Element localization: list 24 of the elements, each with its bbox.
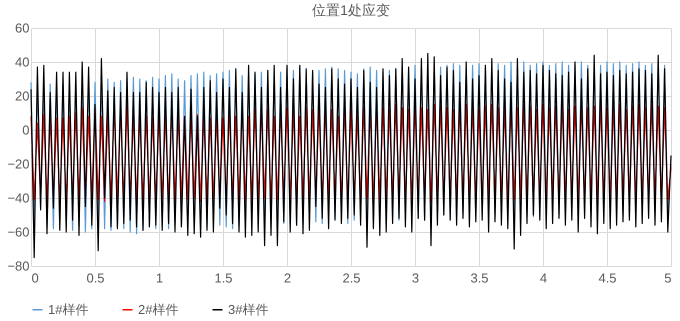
x-tick-label: 1.5: [214, 270, 233, 286]
legend-label: 3#样件: [228, 302, 268, 317]
x-tick-label: 4: [540, 270, 548, 286]
y-tick-label: −20: [7, 156, 30, 172]
x-tick-label: 4.5: [598, 270, 617, 286]
legend-label: 1#样件: [48, 302, 88, 317]
x-tick-label: 2.5: [342, 270, 361, 286]
y-tick-label: 60: [15, 20, 30, 36]
x-tick-label: 1: [156, 270, 164, 286]
x-tick-label: 0.5: [86, 270, 105, 286]
x-tick-label: 2: [284, 270, 292, 286]
y-tick-label: 20: [15, 88, 30, 104]
y-tick-label: −80: [7, 258, 30, 274]
x-tick-label: 5: [664, 270, 672, 286]
legend-label: 2#样件: [138, 302, 178, 317]
y-tick-label: 40: [15, 54, 30, 70]
x-tick-label: 0: [32, 270, 39, 286]
y-tick-label: −60: [7, 224, 30, 240]
x-tick-label: 3: [412, 270, 420, 286]
chart-title: 位置1处应变: [312, 2, 390, 18]
y-tick-label: −40: [7, 190, 30, 206]
x-tick-label: 3.5: [470, 270, 489, 286]
line-series: [30, 52, 672, 258]
y-tick-label: 0: [22, 122, 30, 138]
